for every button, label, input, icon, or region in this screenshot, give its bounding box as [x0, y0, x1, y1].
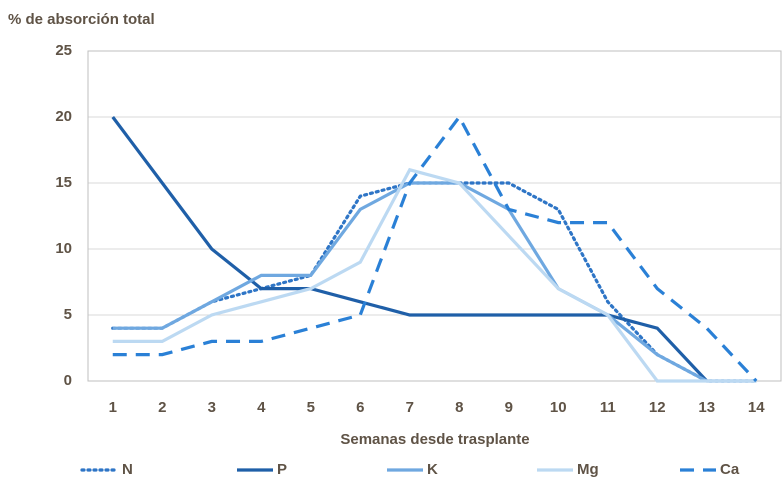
chart-title: % de absorción total — [8, 11, 155, 28]
x-tick-label: 7 — [406, 399, 414, 416]
x-tick-label: 8 — [455, 399, 463, 416]
y-tick-label: 5 — [64, 306, 72, 323]
legend-label: N — [122, 461, 133, 478]
x-tick-label: 9 — [505, 399, 513, 416]
x-tick-label: 6 — [356, 399, 364, 416]
x-tick-label: 2 — [158, 399, 166, 416]
x-tick-label: 11 — [600, 399, 616, 416]
y-tick-label: 10 — [55, 240, 72, 257]
y-tick-label: 20 — [55, 108, 72, 125]
x-tick-label: 3 — [208, 399, 216, 416]
legend-label: K — [427, 461, 438, 478]
series-line — [111, 181, 758, 383]
x-tick-label: 10 — [550, 399, 567, 416]
legend-label: Ca — [720, 461, 740, 478]
y-tick-label: 0 — [64, 372, 72, 389]
x-tick-label: 13 — [698, 399, 715, 416]
x-axis-label: Semanas desde trasplante — [340, 431, 529, 448]
y-tick-label: 25 — [55, 42, 72, 59]
legend-label: Mg — [577, 461, 599, 478]
x-tick-label: 5 — [307, 399, 315, 416]
y-tick-label: 15 — [55, 174, 72, 191]
x-tick-label: 12 — [649, 399, 666, 416]
legend-label: P — [277, 461, 287, 478]
series-line — [112, 181, 757, 383]
x-tick-label: 4 — [257, 399, 266, 416]
series-line — [112, 167, 757, 383]
x-tick-label: 1 — [109, 399, 117, 416]
x-tick-label: 14 — [748, 399, 765, 416]
plot-frame — [87, 50, 782, 382]
